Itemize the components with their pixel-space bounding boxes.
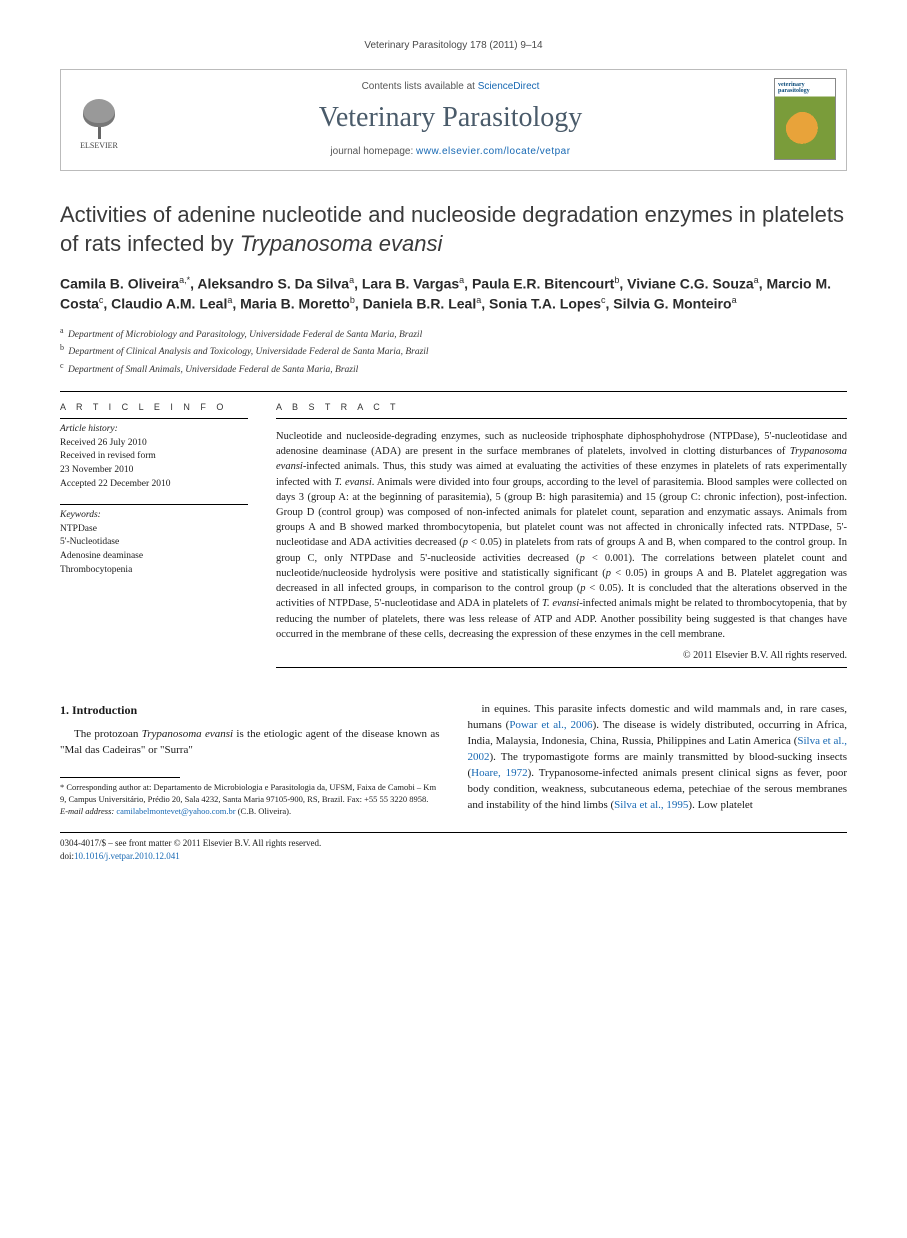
footnote-separator [60, 777, 180, 778]
citation-link[interactable]: Hoare, 1972 [471, 767, 527, 779]
author-list: Camila B. Oliveiraa,*, Aleksandro S. Da … [60, 274, 847, 315]
section-title: Introduction [72, 703, 137, 717]
publisher-name: ELSEVIER [80, 141, 118, 150]
citation-link[interactable]: Silva et al., 2002 [468, 735, 848, 763]
doi-link[interactable]: 10.1016/j.vetpar.2010.12.041 [74, 851, 180, 861]
history-line: Received in revised form [60, 450, 248, 464]
left-column: 1. Introduction The protozoan Trypanosom… [60, 702, 440, 818]
front-matter-line: 0304-4017/$ – see front matter © 2011 El… [60, 837, 847, 850]
keyword: Thrombocytopenia [60, 564, 248, 578]
article-info-heading: A R T I C L E I N F O [60, 402, 248, 412]
abstract-text: Nucleotide and nucleoside-degrading enzy… [276, 429, 847, 642]
email-link[interactable]: camilabelmontevet@yahoo.com.br [116, 806, 235, 816]
elsevier-logo: ELSEVIER [71, 88, 127, 150]
homepage-prefix: journal homepage: [330, 146, 416, 157]
history-line: Received 26 July 2010 [60, 437, 248, 451]
footnote-email-line: E-mail address: camilabelmontevet@yahoo.… [60, 806, 440, 818]
bottom-rule [60, 832, 847, 833]
affiliation-line: c Department of Small Animals, Universid… [60, 360, 847, 377]
title-text: Activities of adenine nucleotide and nuc… [60, 202, 844, 256]
copyright-line: © 2011 Elsevier B.V. All rights reserved… [276, 650, 847, 661]
email-label: E-mail address: [60, 806, 116, 816]
section-rule [60, 391, 847, 392]
keyword: 5'-Nucleotidase [60, 536, 248, 550]
cover-art-icon [785, 111, 827, 153]
history-line: Accepted 22 December 2010 [60, 478, 248, 492]
elsevier-tree-icon [75, 95, 123, 141]
sciencedirect-link[interactable]: ScienceDirect [478, 81, 540, 92]
keywords-block: Keywords: NTPDase 5'-Nucleotidase Adenos… [60, 504, 248, 578]
article-info-column: A R T I C L E I N F O Article history: R… [60, 402, 248, 678]
abstract-bottom-rule [276, 667, 847, 668]
homepage-line: journal homepage: www.elsevier.com/locat… [141, 146, 760, 157]
body-columns: 1. Introduction The protozoan Trypanosom… [60, 702, 847, 818]
affiliation-line: a Department of Microbiology and Parasit… [60, 325, 847, 342]
intro-paragraph-left: The protozoan Trypanosoma evansi is the … [60, 727, 440, 759]
affiliations: a Department of Microbiology and Parasit… [60, 325, 847, 377]
doi-line: doi:10.1016/j.vetpar.2010.12.041 [60, 850, 847, 863]
contents-prefix: Contents lists available at [362, 81, 478, 92]
citation-link[interactable]: Powar et al., 2006 [509, 719, 592, 731]
journal-cover-thumbnail: veterinary parasitology [774, 78, 836, 160]
keywords-label: Keywords: [60, 509, 248, 523]
cover-label: veterinary parasitology [778, 82, 835, 94]
article-history-block: Article history: Received 26 July 2010 R… [60, 418, 248, 492]
history-label: Article history: [60, 423, 248, 437]
corresponding-author-footnote: * Corresponding author at: Departamento … [60, 782, 440, 818]
header-center: Contents lists available at ScienceDirec… [141, 81, 760, 157]
intro-paragraph-right: in equines. This parasite infects domest… [468, 702, 848, 814]
section-number: 1. [60, 703, 69, 717]
affiliation-line: b Department of Clinical Analysis and To… [60, 342, 847, 359]
email-suffix: (C.B. Oliveira). [236, 806, 291, 816]
keyword: Adenosine deaminase [60, 550, 248, 564]
section-heading: 1. Introduction [60, 702, 440, 719]
doi-prefix: doi: [60, 851, 74, 861]
doi-block: 0304-4017/$ – see front matter © 2011 El… [60, 837, 847, 862]
contents-available-line: Contents lists available at ScienceDirec… [141, 81, 760, 92]
journal-header: ELSEVIER Contents lists available at Sci… [60, 69, 847, 171]
journal-name: Veterinary Parasitology [141, 102, 760, 134]
abstract-rule [276, 418, 847, 419]
right-column: in equines. This parasite infects domest… [468, 702, 848, 818]
abstract-heading: A B S T R A C T [276, 402, 847, 412]
footnote-address: * Corresponding author at: Departamento … [60, 782, 440, 806]
homepage-link[interactable]: www.elsevier.com/locate/vetpar [416, 146, 571, 157]
running-head: Veterinary Parasitology 178 (2011) 9–14 [60, 40, 847, 51]
history-line: 23 November 2010 [60, 464, 248, 478]
article-title: Activities of adenine nucleotide and nuc… [60, 201, 847, 258]
keyword: NTPDase [60, 523, 248, 537]
title-species: Trypanosoma evansi [240, 231, 443, 256]
abstract-column: A B S T R A C T Nucleotide and nucleosid… [276, 402, 847, 678]
citation-link[interactable]: Silva et al., 1995 [614, 799, 688, 811]
